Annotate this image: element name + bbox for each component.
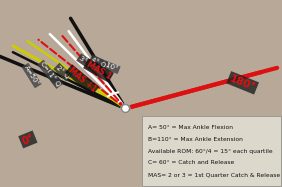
- Text: C= 60° = Catch and Release: C= 60° = Catch and Release: [148, 160, 234, 165]
- Text: MAS +1: MAS +1: [67, 66, 98, 94]
- FancyBboxPatch shape: [142, 116, 281, 186]
- Text: A= 50° = Max Ankle Flexion: A= 50° = Max Ankle Flexion: [148, 125, 233, 130]
- Text: MAS 1: MAS 1: [85, 60, 113, 81]
- Text: B=110° = Max Ankle Extension: B=110° = Max Ankle Extension: [148, 137, 243, 142]
- Circle shape: [121, 104, 130, 113]
- Text: 2° Q: 2° Q: [55, 64, 70, 80]
- Text: 4° Q: 4° Q: [90, 56, 107, 69]
- Text: C=60°: C=60°: [39, 61, 58, 83]
- Text: MAS= 2 or 3 = 1st Quarter Catch & Release: MAS= 2 or 3 = 1st Quarter Catch & Releas…: [148, 172, 280, 177]
- Text: 3° Q: 3° Q: [78, 55, 94, 69]
- Text: Available ROM: 60°/4 = 15° each quartile: Available ROM: 60°/4 = 15° each quartile: [148, 148, 273, 154]
- Text: 180°: 180°: [228, 73, 257, 93]
- Text: B=110°: B=110°: [91, 57, 119, 73]
- Text: 0°: 0°: [20, 132, 36, 146]
- Text: 1° Q: 1° Q: [47, 71, 62, 88]
- Text: A=50°: A=50°: [23, 64, 40, 87]
